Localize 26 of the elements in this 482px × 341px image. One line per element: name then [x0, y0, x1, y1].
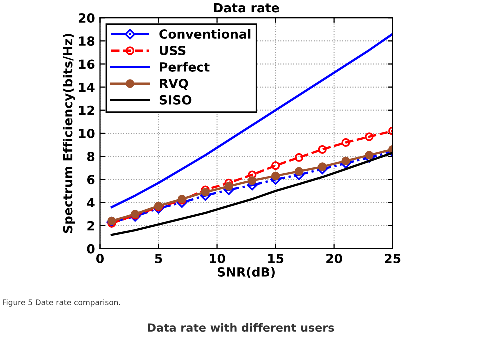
x-tick-label: 0 [96, 254, 104, 264]
y-tick-label: 16 [79, 60, 95, 70]
x-tick-label: 15 [268, 254, 284, 264]
y-tick-label: 4 [87, 198, 95, 208]
legend-label: RVQ [160, 78, 188, 90]
x-axis-title: SNR(dB) [218, 267, 275, 278]
legend-label: Conventional [160, 29, 251, 39]
legend-label: SISO [160, 95, 192, 105]
y-tick-label: 8 [87, 152, 95, 162]
y-tick-label: 12 [79, 106, 94, 116]
y-tick-label: 0 [87, 244, 95, 254]
y-axis-title: Spectrum Efficiency(bits/Hz) [63, 34, 76, 234]
y-tick-label: 14 [79, 82, 95, 92]
y-tick-label: 2 [88, 221, 94, 231]
y-tick-label: 10 [79, 128, 95, 138]
y-tick-label: 18 [79, 36, 95, 46]
x-tick-label: 10 [210, 254, 226, 264]
x-tick-label: 5 [155, 254, 162, 264]
x-tick-label: 25 [385, 254, 401, 264]
y-tick-label: 20 [78, 14, 95, 23]
legend-label: USS [160, 46, 186, 56]
x-tick-label: 20 [326, 254, 342, 264]
text: Data rate with different users [148, 323, 334, 332]
chart-title: Data rate [214, 3, 280, 13]
legend-label: Perfect [160, 62, 210, 72]
y-tick-label: 6 [87, 175, 95, 185]
